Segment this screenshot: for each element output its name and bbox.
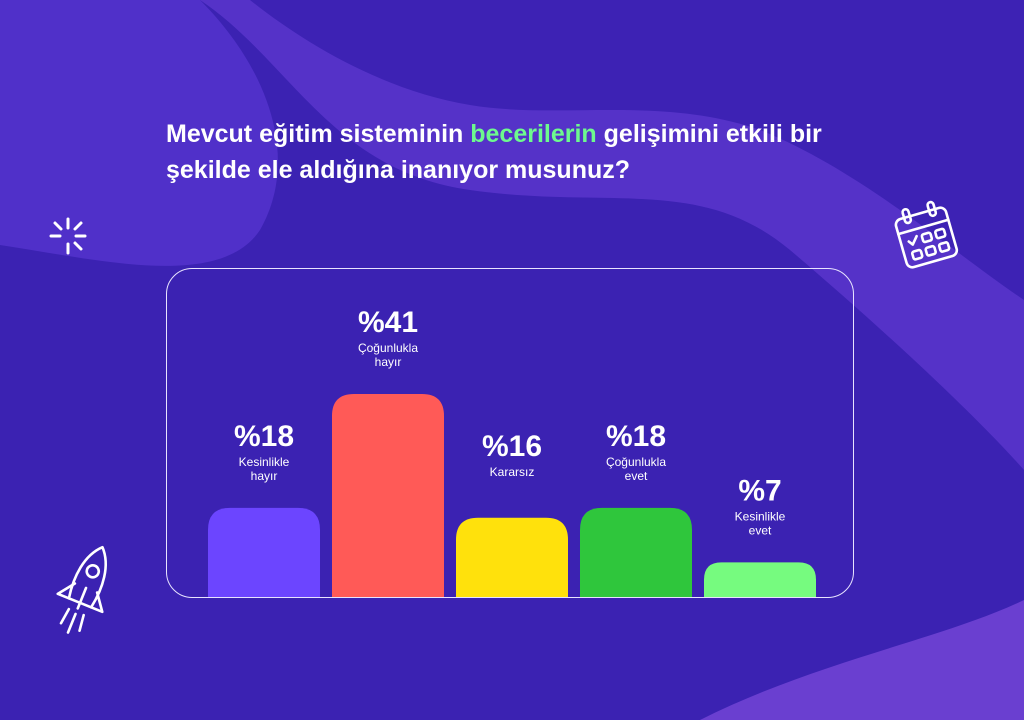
sparkle-icon (49, 217, 87, 255)
chart-frame (166, 268, 854, 598)
page-title: Mevcut eğitim sisteminin becerilerin gel… (166, 116, 866, 188)
title-part2: gelişimini etkili bir şekilde ele aldığı… (166, 120, 822, 184)
rocket-icon (56, 545, 107, 634)
calendar-icon (894, 200, 959, 269)
title-highlight: becerilerin (470, 120, 597, 148)
title-part1: Mevcut eğitim sisteminin (166, 120, 471, 148)
